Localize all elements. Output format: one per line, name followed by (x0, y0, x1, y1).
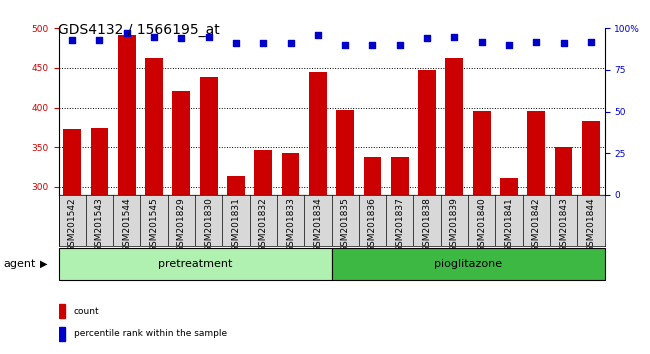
Text: GSM201834: GSM201834 (313, 197, 322, 252)
Bar (309, 72, 327, 195)
Point (531, 39, 541, 45)
Bar (200, 77, 218, 195)
Text: pioglitazone: pioglitazone (434, 259, 502, 269)
Bar (254, 150, 272, 195)
Bar (500, 178, 518, 195)
Bar (582, 121, 600, 195)
Bar (445, 58, 463, 195)
Bar (118, 35, 136, 195)
Text: GSM201832: GSM201832 (259, 197, 268, 252)
Bar (58, 248, 332, 280)
Bar (418, 70, 436, 195)
Point (149, 34, 159, 40)
Text: GSM201542: GSM201542 (68, 197, 77, 252)
Point (476, 39, 487, 45)
Text: GSM201842: GSM201842 (532, 197, 541, 252)
Bar (332, 248, 604, 280)
Text: GSM201839: GSM201839 (450, 197, 459, 252)
Point (422, 35, 432, 41)
Point (449, 34, 460, 40)
Bar (58, 327, 65, 341)
Point (203, 34, 214, 40)
Bar (336, 110, 354, 195)
Point (94, 37, 105, 43)
Text: GSM201841: GSM201841 (504, 197, 514, 252)
Text: GSM201835: GSM201835 (341, 197, 350, 252)
Text: GSM201830: GSM201830 (204, 197, 213, 252)
Bar (527, 111, 545, 195)
Point (367, 42, 378, 48)
Bar (391, 158, 409, 195)
Point (586, 39, 596, 45)
Text: GSM201829: GSM201829 (177, 197, 186, 252)
Point (313, 32, 323, 38)
Text: GSM201545: GSM201545 (150, 197, 159, 252)
Text: GSM201837: GSM201837 (395, 197, 404, 252)
Text: GSM201831: GSM201831 (231, 197, 240, 252)
Point (258, 40, 268, 46)
Text: GSM201833: GSM201833 (286, 197, 295, 252)
Bar (554, 147, 573, 195)
Point (67, 37, 77, 43)
Bar (473, 111, 491, 195)
Point (558, 40, 569, 46)
Point (176, 35, 187, 41)
Point (504, 42, 514, 48)
Point (395, 42, 405, 48)
Bar (58, 304, 65, 318)
Bar (90, 128, 109, 195)
Bar (172, 91, 190, 195)
Text: ▶: ▶ (40, 259, 48, 269)
Text: GSM201838: GSM201838 (422, 197, 432, 252)
Point (122, 30, 132, 36)
Point (285, 40, 296, 46)
Text: agent: agent (3, 259, 36, 269)
Point (340, 42, 350, 48)
Bar (63, 129, 81, 195)
Bar (363, 157, 382, 195)
Text: GSM201544: GSM201544 (122, 197, 131, 252)
Text: pretreatment: pretreatment (158, 259, 232, 269)
Bar (281, 153, 300, 195)
Text: GSM201543: GSM201543 (95, 197, 104, 252)
Bar (227, 177, 245, 195)
Text: GSM201844: GSM201844 (586, 197, 595, 252)
Text: GSM201840: GSM201840 (477, 197, 486, 252)
Text: GDS4132 / 1566195_at: GDS4132 / 1566195_at (58, 23, 220, 37)
Text: percentile rank within the sample: percentile rank within the sample (74, 329, 227, 338)
Text: GSM201836: GSM201836 (368, 197, 377, 252)
Bar (145, 58, 163, 195)
Text: GSM201843: GSM201843 (559, 197, 568, 252)
Text: count: count (74, 307, 99, 316)
Point (231, 40, 241, 46)
